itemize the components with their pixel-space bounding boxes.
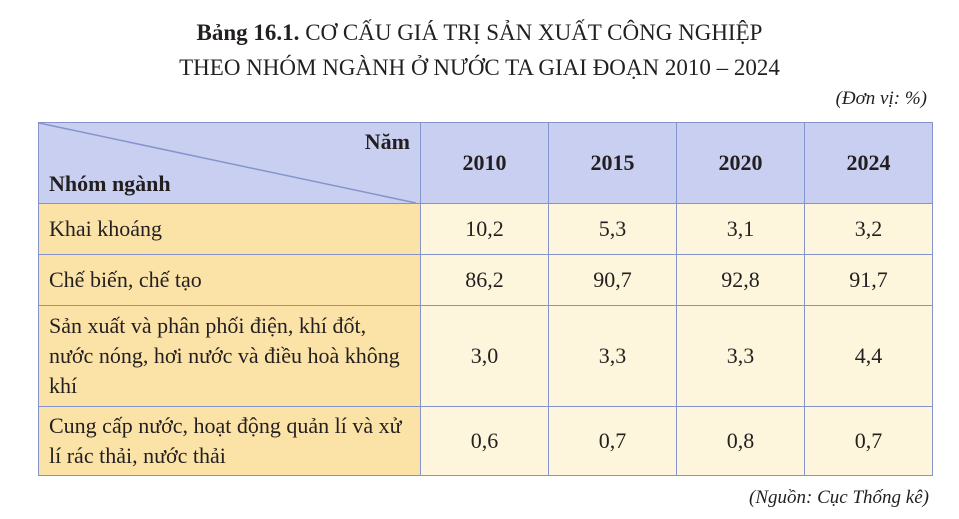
table-label: Bảng 16.1. bbox=[196, 20, 300, 45]
corner-top: Năm bbox=[364, 129, 410, 154]
cell: 5,3 bbox=[548, 203, 677, 255]
source: (Nguồn: Cục Thống kê) bbox=[749, 487, 929, 508]
cell: 92,8 bbox=[676, 254, 805, 306]
row: Cung cấp nước, hoạt động quản lí và xử l… bbox=[38, 406, 933, 476]
cell: 91,7 bbox=[804, 254, 933, 306]
title-line: THEO NHÓM NGÀNH Ở NƯỚC TA GIAI ĐOẠN 2010… bbox=[179, 55, 780, 80]
row-label: Chế biến, chế tạo bbox=[38, 254, 421, 306]
column-header: 2020 bbox=[676, 122, 805, 204]
cell: 90,7 bbox=[548, 254, 677, 306]
column-header: 2024 bbox=[804, 122, 933, 204]
row-label: Khai khoáng bbox=[38, 203, 421, 255]
column-header: 2010 bbox=[420, 122, 549, 204]
cell: 86,2 bbox=[420, 254, 549, 306]
cell: 0,8 bbox=[676, 406, 805, 476]
header-row: Năm Nhóm ngành 2010 2015 2020 2024 bbox=[38, 122, 933, 204]
cell: 3,3 bbox=[548, 305, 677, 407]
data-table: Năm Nhóm ngành 2010 2015 2020 2024 Khai kho… bbox=[38, 122, 933, 476]
row: Sản xuất và phân phối điện, khí đốt, nướ… bbox=[38, 305, 933, 407]
row: Chế biến, chế tạo 86,2 90,7 92,8 91,7 bbox=[38, 254, 933, 306]
cell: 4,4 bbox=[804, 305, 933, 407]
diagonal bbox=[39, 123, 416, 203]
cell: 0,7 bbox=[804, 406, 933, 476]
cell: 3,3 bbox=[676, 305, 805, 407]
cell: 0,7 bbox=[548, 406, 677, 476]
row: Khai khoáng 10,2 5,3 3,1 3,2 bbox=[38, 203, 933, 255]
column-header: 2015 bbox=[548, 122, 677, 204]
cell: 3,2 bbox=[804, 203, 933, 255]
unit: (Đơn vị: %) bbox=[835, 88, 927, 109]
cell: 3,0 bbox=[420, 305, 549, 407]
cell: 3,1 bbox=[676, 203, 805, 255]
row-label: Sản xuất và phân phối điện, khí đốt, nướ… bbox=[38, 305, 421, 407]
title-text: CƠ CẤU GIÁ TRỊ SẢN XUẤT CÔNG NGHIỆP bbox=[305, 20, 763, 45]
row-label: Cung cấp nước, hoạt động quản lí và xử l… bbox=[38, 406, 421, 476]
cell: 10,2 bbox=[420, 203, 549, 255]
title-line: Bảng 16.1. CƠ CẤU GIÁ TRỊ SẢN XUẤT CÔNG … bbox=[0, 20, 959, 46]
cell: 0,6 bbox=[420, 406, 549, 476]
corner-cell: Năm Nhóm ngành bbox=[38, 122, 421, 204]
corner-bottom: Nhóm ngành bbox=[49, 171, 171, 196]
